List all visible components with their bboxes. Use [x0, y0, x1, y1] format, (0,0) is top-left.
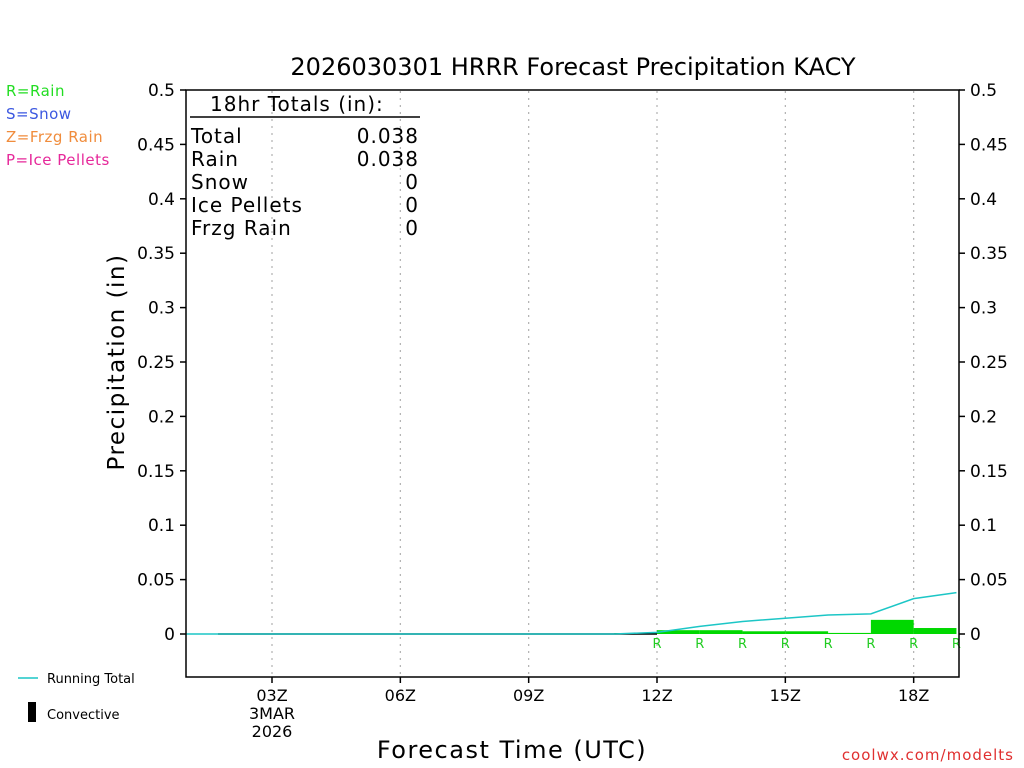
totals-row-label: Ice Pellets — [191, 193, 303, 217]
ptype-marker: R — [824, 637, 833, 652]
y-tick-label: 0.15 — [137, 462, 175, 482]
y-tick-label: 0.2 — [148, 407, 175, 427]
precip-bar — [913, 628, 957, 634]
y-tick-label: 0 — [970, 625, 981, 645]
totals-row-value: 0.038 — [357, 147, 419, 171]
precip-bars — [614, 619, 957, 634]
ptype-legend: R=Rain S=Snow Z=Frzg Rain P=Ice Pellets — [6, 82, 110, 169]
totals-row-label: Total — [190, 124, 243, 148]
running-total-legend-label: Running Total — [47, 672, 135, 687]
y-tick-label: 0.35 — [137, 244, 175, 264]
x-tick-label: 03Z — [256, 686, 287, 705]
y-tick-label: 0.1 — [970, 516, 997, 536]
series-legend: Running Total Convective — [18, 672, 135, 723]
totals-heading: 18hr Totals (in): — [210, 92, 384, 116]
y-axis-label: Precipitation (in) — [104, 254, 130, 471]
y-tick-label: 0.35 — [970, 244, 1008, 264]
y-tick-label: 0.05 — [970, 571, 1008, 591]
totals-row-value: 0.038 — [357, 124, 419, 148]
totals-box: 18hr Totals (in): Total 0.038 Rain 0.038 Snow… — [190, 92, 420, 240]
chart-title: 2026030301 HRRR Forecast Precipitation K… — [290, 53, 856, 81]
ptype-legend-item: Z=Frzg Rain — [6, 128, 103, 146]
ptype-marker: R — [909, 637, 918, 652]
ptype-legend-item: R=Rain — [6, 82, 65, 100]
ptype-marker: R — [695, 637, 704, 652]
totals-row-label: Frzg Rain — [191, 216, 292, 240]
precip-bar — [870, 619, 914, 634]
y-tick-label: 0.15 — [970, 462, 1008, 482]
x-tick-year: 2026 — [252, 722, 293, 741]
convective-legend-swatch — [28, 702, 36, 722]
totals-row-value: 0 — [405, 193, 419, 217]
totals-row-value: 0 — [405, 216, 419, 240]
y-tick-label: 0.2 — [970, 407, 997, 427]
plot-frame — [185, 89, 960, 678]
credit-text: coolwx.com/modelts — [842, 746, 1014, 764]
y-tick-label: 0 — [164, 625, 175, 645]
y-ticks-left: 0 0.05 0.1 0.15 0.2 0.25 0.3 0.35 0.4 0.45 0.5 — [137, 81, 186, 645]
ptype-marker: R — [866, 637, 875, 652]
running-total-line — [186, 591, 957, 635]
precip-bar — [699, 630, 743, 634]
y-tick-label: 0.3 — [148, 299, 175, 319]
y-tick-label: 0.1 — [148, 516, 175, 536]
y-tick-label: 0.5 — [148, 81, 175, 101]
precip-bar — [828, 632, 871, 634]
y-tick-label: 0.45 — [137, 135, 175, 155]
precip-bar — [657, 630, 700, 634]
totals-row-label: Rain — [191, 147, 239, 171]
y-tick-label: 0.45 — [970, 135, 1008, 155]
x-tick-label: 06Z — [385, 686, 416, 705]
ptype-legend-item: S=Snow — [6, 105, 72, 123]
y-tick-label: 0.25 — [970, 353, 1008, 373]
precip-bar — [785, 631, 829, 634]
running-total-polyline — [186, 591, 957, 635]
y-tick-label: 0.4 — [970, 190, 997, 210]
y-tick-label: 0.5 — [970, 81, 997, 101]
x-tick-label: 09Z — [513, 686, 544, 705]
x-tick-label: 18Z — [898, 686, 929, 705]
y-tick-label: 0.05 — [137, 571, 175, 591]
y-tick-label: 0.4 — [148, 190, 175, 210]
ptype-legend-item: P=Ice Pellets — [6, 151, 110, 169]
ptype-marker: R — [952, 637, 961, 652]
y-ticks-right: 0 0.05 0.1 0.15 0.2 0.25 0.3 0.35 0.4 0.45 0.5 — [959, 81, 1008, 645]
ptype-marker: R — [652, 637, 661, 652]
grid-lines — [271, 91, 915, 676]
convective-legend-label: Convective — [47, 708, 120, 723]
totals-row-label: Snow — [191, 170, 249, 194]
y-tick-label: 0.25 — [137, 353, 175, 373]
ptype-marker: R — [781, 637, 790, 652]
x-tick-label: 15Z — [770, 686, 801, 705]
x-axis-label: Forecast Time (UTC) — [377, 736, 647, 764]
x-tick-date: 3MAR — [249, 704, 295, 723]
x-tick-label: 12Z — [641, 686, 672, 705]
totals-row-value: 0 — [405, 170, 419, 194]
precip-bar — [742, 631, 786, 634]
y-tick-label: 0.3 — [970, 299, 997, 319]
ptype-marker: R — [738, 637, 747, 652]
